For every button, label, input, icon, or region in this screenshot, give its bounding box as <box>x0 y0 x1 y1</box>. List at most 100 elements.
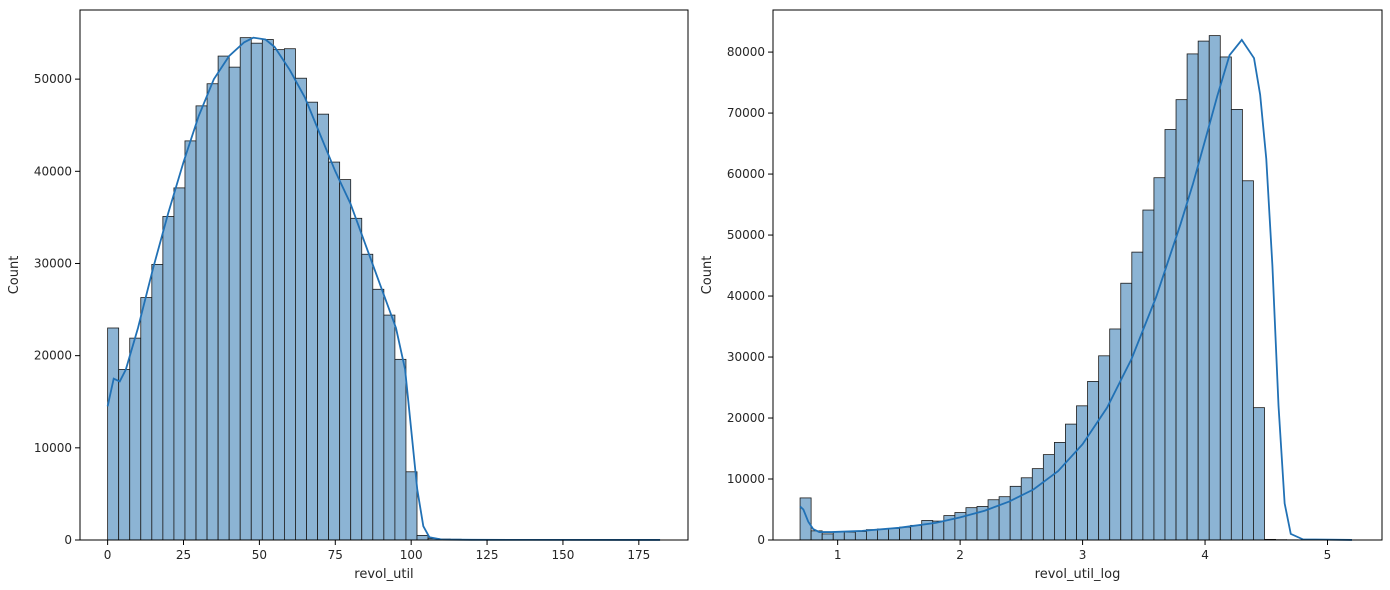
histogram-bar <box>195 105 208 541</box>
histogram-bar <box>1131 251 1144 541</box>
y-tick-label: 0 <box>757 533 765 547</box>
histogram-bar <box>284 48 296 541</box>
histogram-bar <box>1109 328 1122 541</box>
histogram-bar <box>151 263 164 541</box>
x-tick-label: 75 <box>328 548 343 562</box>
y-tick-label: 60000 <box>727 167 765 181</box>
histogram-bar <box>899 526 912 541</box>
x-axis-label: revol_util <box>354 567 413 582</box>
histogram-bar <box>1087 381 1100 541</box>
y-tick-label: 30000 <box>727 350 765 364</box>
x-axis-label: revol_util_log <box>1035 567 1121 582</box>
histogram-bar <box>1065 423 1077 541</box>
x-tick-label: 150 <box>551 548 574 562</box>
histogram-bar <box>1020 477 1033 541</box>
x-tick-label: 2 <box>956 548 964 562</box>
histogram-bar <box>129 337 142 541</box>
y-tick-label: 20000 <box>34 349 72 363</box>
histogram-bar <box>306 101 318 541</box>
histogram-bar <box>1142 209 1155 541</box>
histogram-bar <box>372 288 385 541</box>
histogram-bar <box>888 528 900 541</box>
histogram-bar <box>799 497 812 541</box>
histogram-bar <box>317 113 330 541</box>
y-tick-label: 40000 <box>727 289 765 303</box>
kde-line <box>799 38 1353 541</box>
histogram-bar <box>1175 99 1188 541</box>
histogram-bar <box>339 179 352 541</box>
x-tick-label: 125 <box>476 548 499 562</box>
y-tick-label: 50000 <box>34 72 72 86</box>
y-tick-label: 50000 <box>727 228 765 242</box>
axes-frame <box>79 9 689 541</box>
left-histogram-panel: 0 25 50 75 100 125 150 175 0 10000 20000 30000 40000… <box>7 9 689 582</box>
right-histogram-panel: 1 2 3 4 5 0 10000 20000 30000 40000 50000 60000 7000… <box>700 9 1383 582</box>
histogram-bar <box>1153 177 1166 541</box>
histogram-bar <box>877 528 889 541</box>
kde-line <box>106 36 661 541</box>
histogram-bar <box>1076 405 1088 541</box>
histogram-bar <box>206 83 219 541</box>
histogram-bar <box>328 161 341 541</box>
histogram-bar <box>295 77 307 541</box>
histogram-bar <box>350 217 363 541</box>
histogram-bar <box>1197 40 1210 541</box>
histogram-bar <box>1009 485 1022 541</box>
histogram-bar <box>361 253 374 541</box>
histogram-bar <box>832 531 845 541</box>
y-tick-label: 80000 <box>727 45 765 59</box>
histogram-bar <box>239 37 252 541</box>
histogram-bar <box>173 187 186 541</box>
histogram-bar <box>1253 407 1265 541</box>
x-tick-label: 5 <box>1324 548 1332 562</box>
histogram-bar <box>272 49 285 541</box>
x-tick-label: 175 <box>627 548 650 562</box>
histogram-bar <box>1219 56 1232 541</box>
histogram-bar <box>1186 53 1199 541</box>
histogram-bar <box>217 55 230 541</box>
histogram-bar <box>416 534 429 541</box>
histogram-bar <box>821 533 834 541</box>
x-tick-label: 50 <box>252 548 267 562</box>
x-tick-label: 4 <box>1201 548 1209 562</box>
x-tick-label: 0 <box>104 548 112 562</box>
y-tick-label: 30000 <box>34 256 72 270</box>
histogram-bar <box>394 358 407 541</box>
axes-frame <box>772 9 1383 541</box>
y-tick-label: 10000 <box>34 441 72 455</box>
histogram-bar <box>1230 109 1243 541</box>
y-tick-label: 40000 <box>34 164 72 178</box>
histogram-bar <box>910 524 923 541</box>
histogram-bar <box>1098 355 1111 541</box>
y-tick-label: 10000 <box>727 472 765 486</box>
histogram-bar <box>854 531 867 541</box>
histogram-bar <box>118 369 131 541</box>
y-axis-label: Count <box>7 256 22 295</box>
x-tick-label: 3 <box>1079 548 1087 562</box>
histogram-bar <box>107 327 120 541</box>
histogram-bar <box>1120 282 1133 541</box>
histogram-bar <box>1208 35 1221 541</box>
histogram-bar <box>1054 442 1066 541</box>
histogram-bar <box>261 39 274 541</box>
histogram-bar <box>843 531 856 541</box>
histogram-bar <box>1164 129 1177 541</box>
histogram-bar <box>405 471 418 541</box>
y-tick-label: 70000 <box>727 106 765 120</box>
histogram-bar <box>1241 180 1254 541</box>
histogram-bar <box>140 297 153 541</box>
histogram-bar <box>1042 454 1055 541</box>
y-tick-label: 0 <box>64 533 72 547</box>
histogram-bar <box>162 216 175 541</box>
histogram-bar <box>228 66 241 541</box>
x-tick-label: 100 <box>400 548 423 562</box>
histogram-bar <box>383 314 396 541</box>
y-axis-label: Count <box>700 256 715 295</box>
x-tick-label: 25 <box>176 548 191 562</box>
x-tick-label: 1 <box>834 548 842 562</box>
histogram-bar <box>184 140 197 541</box>
histogram-bar <box>250 42 263 541</box>
y-tick-label: 20000 <box>727 411 765 425</box>
histogram-bar <box>1031 468 1044 541</box>
